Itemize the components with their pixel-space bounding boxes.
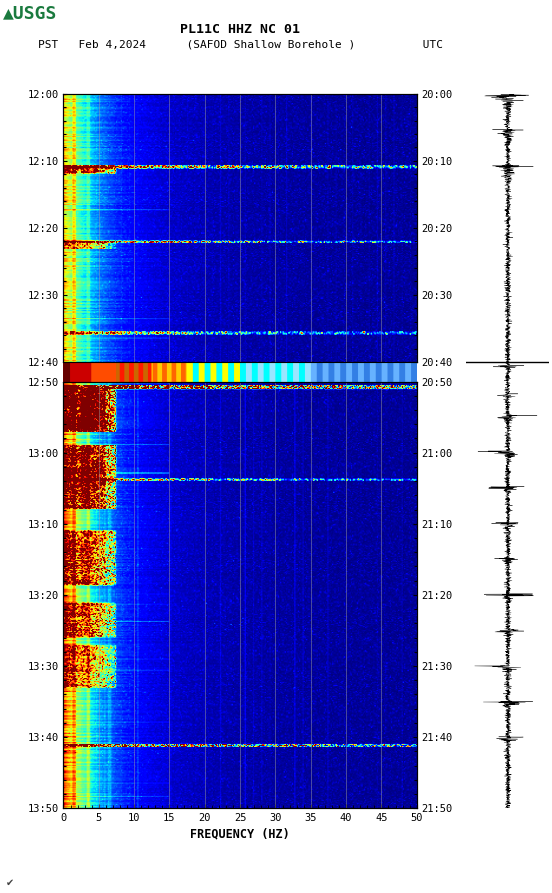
Text: PL11C HHZ NC 01: PL11C HHZ NC 01 <box>180 22 300 36</box>
Text: ✔: ✔ <box>6 878 14 888</box>
Text: PST   Feb 4,2024      (SAFOD Shallow Borehole )          UTC: PST Feb 4,2024 (SAFOD Shallow Borehole )… <box>38 39 443 49</box>
Text: ▲USGS: ▲USGS <box>3 4 57 22</box>
X-axis label: FREQUENCY (HZ): FREQUENCY (HZ) <box>190 827 290 840</box>
